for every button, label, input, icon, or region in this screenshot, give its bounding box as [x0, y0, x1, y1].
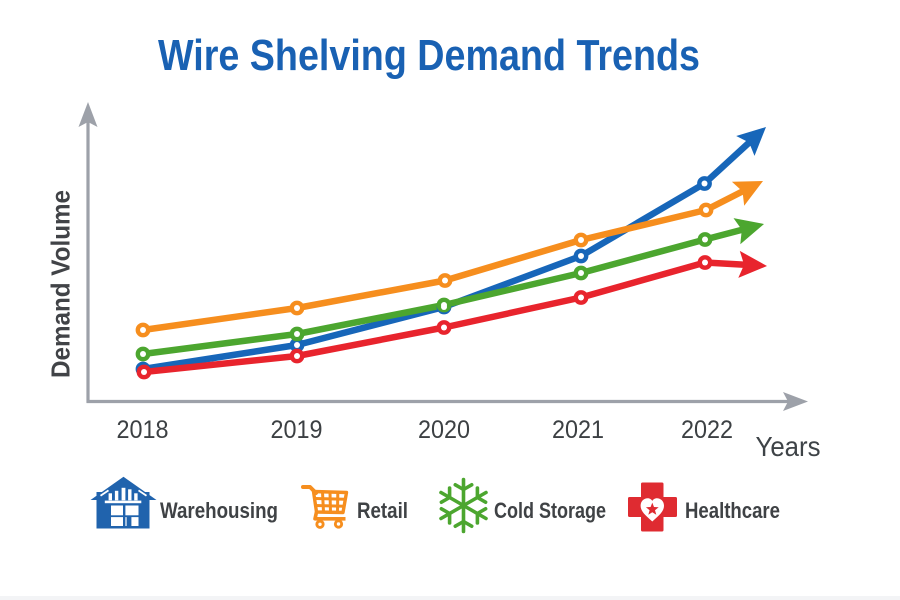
svg-text:2019: 2019 — [271, 416, 323, 444]
svg-text:Warehousing: Warehousing — [160, 498, 278, 523]
svg-text:2018: 2018 — [117, 416, 169, 444]
svg-text:Healthcare: Healthcare — [685, 498, 780, 523]
svg-text:Cold Storage: Cold Storage — [494, 498, 606, 523]
svg-text:2020: 2020 — [418, 416, 470, 444]
svg-text:Years: Years — [756, 431, 821, 462]
svg-text:2021: 2021 — [552, 416, 604, 444]
svg-text:2022: 2022 — [681, 416, 733, 444]
svg-text:Retail: Retail — [357, 498, 408, 523]
svg-text:Demand Volume: Demand Volume — [46, 190, 76, 378]
svg-text:Wire Shelving Demand Trends: Wire Shelving Demand Trends — [158, 31, 700, 80]
